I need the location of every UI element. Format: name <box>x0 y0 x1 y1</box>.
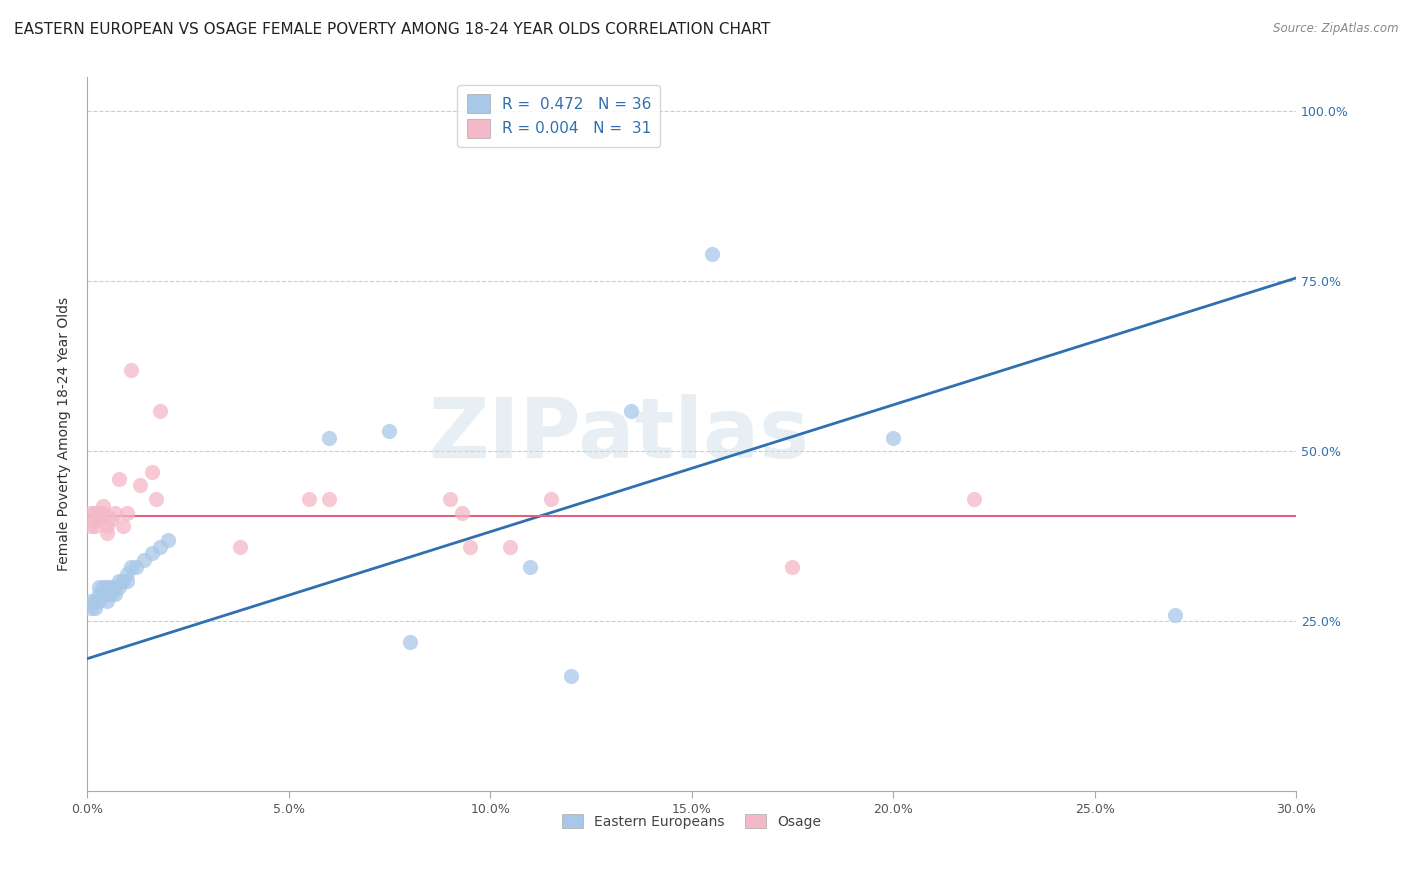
Point <box>128 478 150 492</box>
Point <box>117 574 139 588</box>
Point <box>132 553 155 567</box>
Legend: Eastern Europeans, Osage: Eastern Europeans, Osage <box>557 808 827 834</box>
Point <box>149 540 172 554</box>
Point <box>145 491 167 506</box>
Point <box>318 491 340 506</box>
Point <box>229 540 252 554</box>
Point <box>121 363 143 377</box>
Point <box>117 506 139 520</box>
Point <box>439 491 461 506</box>
Point <box>124 560 146 574</box>
Text: ZIPatlas: ZIPatlas <box>429 394 810 475</box>
Point <box>80 600 103 615</box>
Point <box>89 506 111 520</box>
Point <box>156 533 179 547</box>
Point <box>499 540 522 554</box>
Point <box>318 431 340 445</box>
Point <box>84 512 107 526</box>
Point <box>84 594 107 608</box>
Point <box>108 580 131 594</box>
Point <box>398 634 420 648</box>
Point <box>1164 607 1187 622</box>
Point <box>782 560 804 574</box>
Point <box>96 594 118 608</box>
Point <box>141 465 163 479</box>
Point <box>458 540 481 554</box>
Point <box>96 519 118 533</box>
Point <box>104 506 127 520</box>
Text: Source: ZipAtlas.com: Source: ZipAtlas.com <box>1274 22 1399 36</box>
Point <box>104 587 127 601</box>
Point <box>121 560 143 574</box>
Point <box>620 403 643 417</box>
Point <box>560 669 582 683</box>
Point <box>84 600 107 615</box>
Point <box>96 580 118 594</box>
Point <box>84 506 107 520</box>
Point <box>89 580 111 594</box>
Point <box>91 580 114 594</box>
Point <box>112 519 135 533</box>
Point <box>91 499 114 513</box>
Point <box>141 546 163 560</box>
Point <box>100 587 122 601</box>
Point <box>89 512 111 526</box>
Point <box>91 506 114 520</box>
Text: EASTERN EUROPEAN VS OSAGE FEMALE POVERTY AMONG 18-24 YEAR OLDS CORRELATION CHART: EASTERN EUROPEAN VS OSAGE FEMALE POVERTY… <box>14 22 770 37</box>
Point <box>96 587 118 601</box>
Point <box>298 491 321 506</box>
Point <box>700 247 723 261</box>
Point <box>112 574 135 588</box>
Point <box>96 525 118 540</box>
Point <box>882 431 904 445</box>
Point <box>89 587 111 601</box>
Point <box>84 519 107 533</box>
Point <box>117 566 139 581</box>
Point <box>540 491 562 506</box>
Point <box>100 580 122 594</box>
Point <box>149 403 172 417</box>
Point <box>89 594 111 608</box>
Point <box>104 580 127 594</box>
Point <box>108 574 131 588</box>
Point <box>108 471 131 485</box>
Point <box>519 560 541 574</box>
Point <box>80 519 103 533</box>
Point <box>80 506 103 520</box>
Point <box>963 491 986 506</box>
Y-axis label: Female Poverty Among 18-24 Year Olds: Female Poverty Among 18-24 Year Olds <box>58 297 72 572</box>
Point <box>80 594 103 608</box>
Point <box>378 424 401 438</box>
Point <box>91 587 114 601</box>
Point <box>100 512 122 526</box>
Point <box>451 506 474 520</box>
